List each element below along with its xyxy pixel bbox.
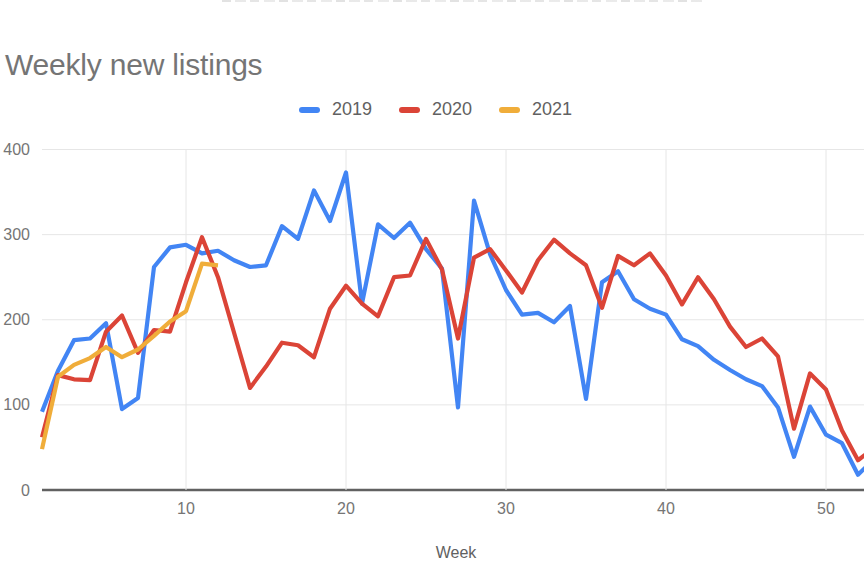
y-tick-label-200: 200 — [3, 311, 30, 328]
x-tick-label-40: 40 — [657, 500, 675, 517]
x-tick-label-20: 20 — [337, 500, 355, 517]
y-tick-label-100: 100 — [3, 396, 30, 413]
y-tick-label-0: 0 — [21, 482, 30, 499]
x-tick-label-10: 10 — [177, 500, 195, 517]
x-axis-title: Week — [436, 544, 478, 561]
series-line-2021[interactable] — [42, 264, 218, 450]
y-tick-label-300: 300 — [3, 226, 30, 243]
line-chart: 0 100 200 300 400 10 20 30 40 50 Week — [0, 0, 864, 576]
x-tick-label-50: 50 — [817, 500, 835, 517]
y-tick-label-400: 400 — [3, 141, 30, 158]
x-tick-label-30: 30 — [497, 500, 515, 517]
